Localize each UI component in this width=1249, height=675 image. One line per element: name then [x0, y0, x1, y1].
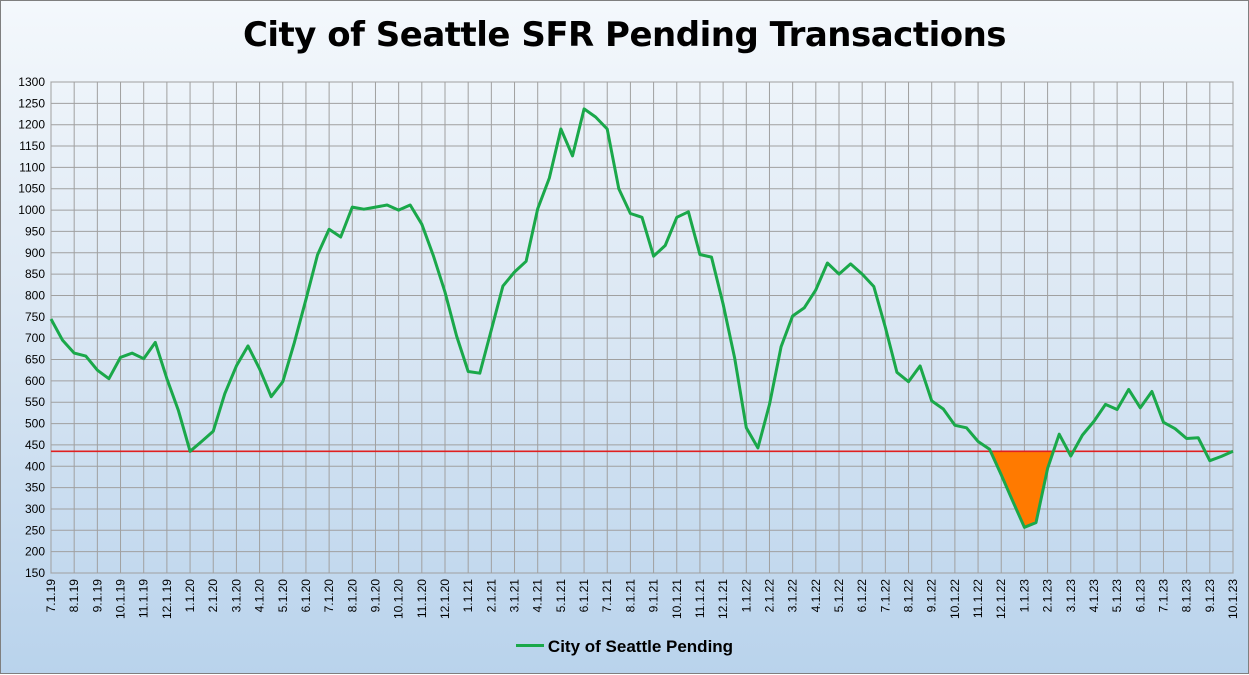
- x-tick-label: 12.1.21: [716, 579, 730, 619]
- x-tick-label: 5.1.20: [276, 579, 290, 613]
- x-tick-label: 12.1.20: [438, 579, 452, 619]
- x-tick-label: 8.1.23: [1180, 579, 1194, 613]
- x-tick-label: 10.1.21: [670, 579, 684, 619]
- x-tick-label: 4.1.23: [1087, 579, 1101, 613]
- x-tick-label: 8.1.22: [902, 579, 916, 613]
- x-tick-label: 2.1.23: [1041, 579, 1055, 613]
- x-tick-label: 7.1.22: [878, 579, 892, 613]
- legend: City of Seattle Pending: [1, 637, 1248, 657]
- legend-line-swatch: [515, 644, 544, 648]
- x-tick-label: 8.1.20: [345, 579, 359, 613]
- x-tick-label: 7.1.19: [44, 579, 58, 613]
- x-tick-label: 11.1.22: [971, 579, 985, 618]
- x-tick-label: 11.1.20: [415, 579, 429, 618]
- x-tick-label: 1.1.21: [461, 579, 475, 613]
- y-tick-label: 300: [25, 502, 45, 516]
- y-tick-label: 950: [25, 224, 45, 238]
- x-tick-label: 5.1.23: [1110, 579, 1124, 613]
- x-tick-label: 3.1.23: [1064, 579, 1078, 613]
- y-tick-label: 250: [25, 523, 45, 537]
- x-tick-label: 6.1.21: [577, 579, 591, 613]
- y-tick-label: 1000: [18, 203, 45, 217]
- x-tick-label: 9.1.22: [925, 579, 939, 613]
- x-tick-label: 3.1.20: [229, 579, 243, 613]
- y-tick-label: 1250: [18, 96, 45, 110]
- x-tick-label: 7.1.23: [1156, 579, 1170, 613]
- y-tick-label: 1300: [18, 75, 45, 89]
- x-tick-label: 5.1.21: [554, 579, 568, 613]
- x-tick-label: 9.1.19: [90, 579, 104, 613]
- x-tick-label: 10.1.20: [392, 579, 406, 619]
- x-tick-label: 4.1.21: [531, 579, 545, 613]
- x-tick-label: 12.1.19: [160, 579, 174, 619]
- x-tick-label: 8.1.19: [67, 579, 81, 613]
- y-tick-label: 150: [25, 566, 45, 580]
- y-tick-label: 200: [25, 545, 45, 559]
- x-tick-label: 3.1.22: [786, 579, 800, 613]
- x-tick-label: 10.1.23: [1226, 579, 1240, 619]
- x-tick-label: 9.1.23: [1203, 579, 1217, 613]
- x-tick-label: 6.1.23: [1133, 579, 1147, 613]
- y-tick-label: 850: [25, 267, 45, 281]
- x-tick-label: 2.1.20: [206, 579, 220, 613]
- legend-label: City of Seattle Pending: [547, 637, 734, 656]
- x-tick-label: 3.1.21: [508, 579, 522, 613]
- y-tick-label: 1100: [19, 160, 45, 174]
- x-tick-label: 7.1.21: [600, 579, 614, 613]
- x-tick-label: 5.1.22: [832, 579, 846, 613]
- plot-area: [50, 81, 1234, 574]
- x-tick-label: 12.1.22: [994, 579, 1008, 619]
- y-tick-label: 750: [25, 310, 45, 324]
- chart-title: City of Seattle SFR Pending Transactions: [242, 15, 1007, 55]
- x-tick-label: 2.1.21: [484, 579, 498, 613]
- y-tick-label: 650: [25, 353, 45, 367]
- x-tick-label: 1.1.22: [739, 579, 753, 613]
- y-tick-label: 900: [25, 246, 45, 260]
- x-tick-label: 8.1.21: [623, 579, 637, 613]
- x-tick-label: 10.1.22: [948, 579, 962, 619]
- x-tick-label: 9.1.21: [647, 579, 661, 613]
- x-tick-label: 11.1.19: [137, 579, 151, 618]
- x-tick-label: 2.1.22: [762, 579, 776, 613]
- y-tick-label: 350: [25, 481, 45, 495]
- x-tick-label: 11.1.21: [693, 579, 707, 618]
- x-tick-label: 7.1.20: [322, 579, 336, 613]
- x-tick-label: 4.1.20: [253, 579, 267, 613]
- y-tick-label: 1200: [18, 118, 45, 132]
- y-tick-label: 550: [25, 395, 45, 409]
- series-line-city-of-seattle-pending: [49, 107, 1234, 529]
- y-tick-label: 800: [25, 288, 45, 302]
- x-tick-label: 4.1.22: [809, 579, 823, 613]
- y-tick-label: 450: [25, 438, 45, 452]
- y-tick-label: 600: [25, 374, 45, 388]
- y-tick-label: 500: [25, 417, 45, 431]
- y-tick-label: 400: [25, 459, 45, 473]
- x-tick-label: 10.1.19: [114, 579, 128, 619]
- y-tick-label: 1150: [19, 139, 45, 153]
- y-tick-label: 1050: [18, 182, 45, 196]
- x-tick-label: 6.1.20: [299, 579, 313, 613]
- x-tick-label: 1.1.23: [1017, 579, 1031, 613]
- x-tick-label: 1.1.20: [183, 579, 197, 613]
- x-tick-label: 6.1.22: [855, 579, 869, 613]
- x-tick-label: 9.1.20: [368, 579, 382, 613]
- y-tick-label: 700: [25, 331, 45, 345]
